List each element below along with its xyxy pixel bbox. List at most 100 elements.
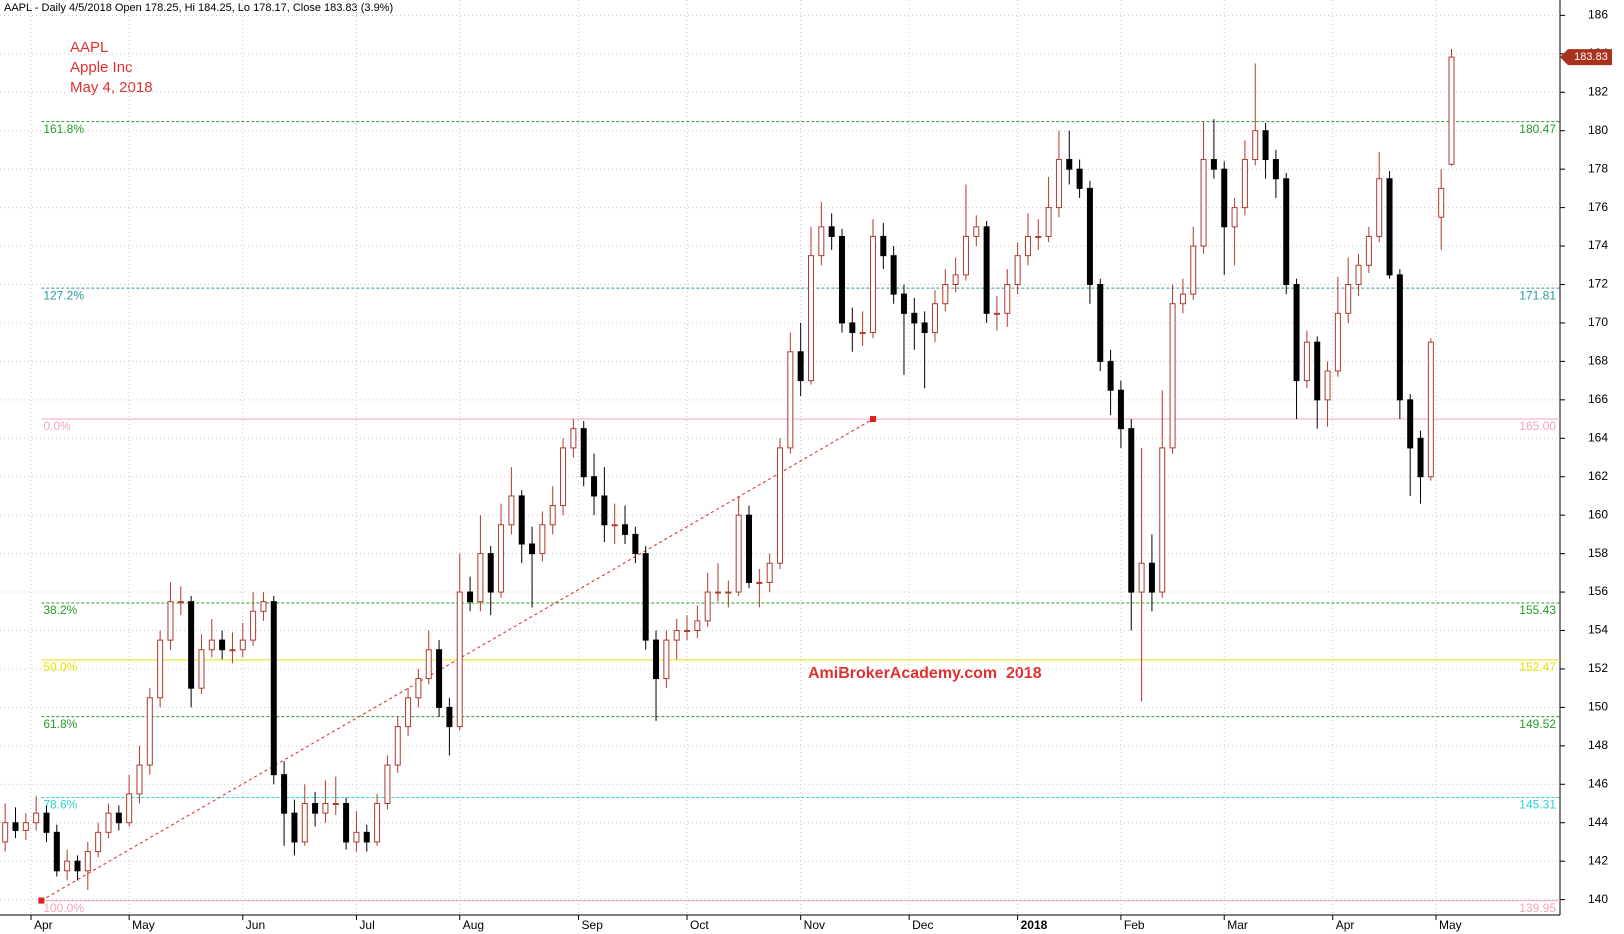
candle-body [911,312,918,324]
candle-body [229,649,236,652]
fib-percent-label: 50.0% [43,660,77,674]
candle-body [136,764,143,795]
candle-body [1293,283,1300,382]
y-tick-label: 140 [1588,892,1608,906]
y-tick-label: 150 [1588,700,1608,714]
candle-body [1272,159,1279,180]
candle-body [1221,168,1228,228]
candle-body [787,351,794,449]
candle-body [1200,159,1207,247]
candle-body [115,812,122,824]
y-tick-label: 154 [1588,623,1608,637]
candle-body [126,793,133,824]
fib-value-label: 152.47 [1519,660,1556,674]
candle-body [332,803,339,806]
price-tag-label: 183.83 [1574,51,1608,63]
candle-body [177,601,184,604]
candle-body [508,495,515,526]
candle-body [1107,360,1114,391]
candle-body [777,447,783,564]
candle-body [1097,283,1104,362]
candle-body [1448,56,1455,165]
candle-body [322,803,329,814]
candle-body [518,495,525,545]
candle-body [993,312,1000,315]
candle-body [487,553,494,593]
candle-body [1376,178,1383,237]
candle-body [167,601,174,641]
candle-body [1427,341,1434,478]
candle-body [281,774,288,814]
candle-body [1086,187,1093,285]
candle-body [962,235,969,276]
candle-body [611,524,618,527]
candle-body [735,514,742,593]
candle-body [208,639,215,651]
candle-body [1190,245,1197,295]
candle-body [1314,341,1321,401]
x-tick-label: Apr [1336,918,1355,932]
candle-body [105,812,112,833]
y-tick-label: 166 [1588,392,1608,406]
candle-body [952,274,959,285]
fib-value-label: 145.31 [1519,798,1556,812]
candle-body [890,255,897,295]
candle-body [157,639,164,699]
y-tick-label: 178 [1588,161,1608,175]
y-tick-label: 158 [1588,546,1608,560]
candle-body [539,524,546,555]
candle-body [1355,264,1362,285]
trendline-point [38,897,45,904]
annotation: May 4, 2018 [70,79,153,96]
candle-body [807,255,814,382]
candle-body [529,543,536,555]
candle-body [2,822,9,843]
candle-body [1045,207,1052,237]
candle-body [477,553,484,603]
y-tick-label: 186 [1588,8,1608,22]
trendline-point [869,416,876,423]
y-tick-label: 164 [1588,430,1608,444]
candle-body [818,226,825,257]
x-tick-label: Jul [359,918,374,932]
candle-body [1396,274,1403,401]
candle-body [22,822,29,831]
candle-body [1438,187,1445,218]
candle-body [1303,341,1310,382]
candle-body [1386,178,1393,276]
candle-body [1066,159,1073,170]
x-tick-label: 2018 [1021,918,1048,932]
candle-body [146,697,153,766]
fib-percent-label: 100.0% [43,901,84,915]
candle-body [405,697,412,728]
candle-body [374,803,381,843]
candle-body [1334,312,1341,372]
candle-body [1076,168,1083,189]
candle-body [1262,130,1269,161]
candle-body [188,601,195,689]
candle-body [384,764,391,805]
y-tick-label: 152 [1588,661,1608,675]
candle-body [456,591,463,728]
y-tick-label: 172 [1588,277,1608,291]
y-tick-label: 144 [1588,815,1608,829]
candle-body [1128,428,1135,593]
y-tick-label: 160 [1588,507,1608,521]
candle-body [673,630,680,641]
candle-body [33,812,40,824]
y-tick-label: 168 [1588,354,1608,368]
candle-body [1035,235,1042,238]
candle-body [642,553,649,641]
y-tick-label: 182 [1588,84,1608,98]
candle-body [1004,283,1011,314]
y-tick-label: 148 [1588,738,1608,752]
candle-body [921,322,928,334]
candle-body [250,610,257,641]
fib-percent-label: 61.8% [43,717,77,731]
candle-body [725,591,732,594]
y-tick-label: 170 [1588,315,1608,329]
candle-body [498,524,505,593]
candle-body [632,533,639,555]
fib-value-label: 139.95 [1519,901,1556,915]
